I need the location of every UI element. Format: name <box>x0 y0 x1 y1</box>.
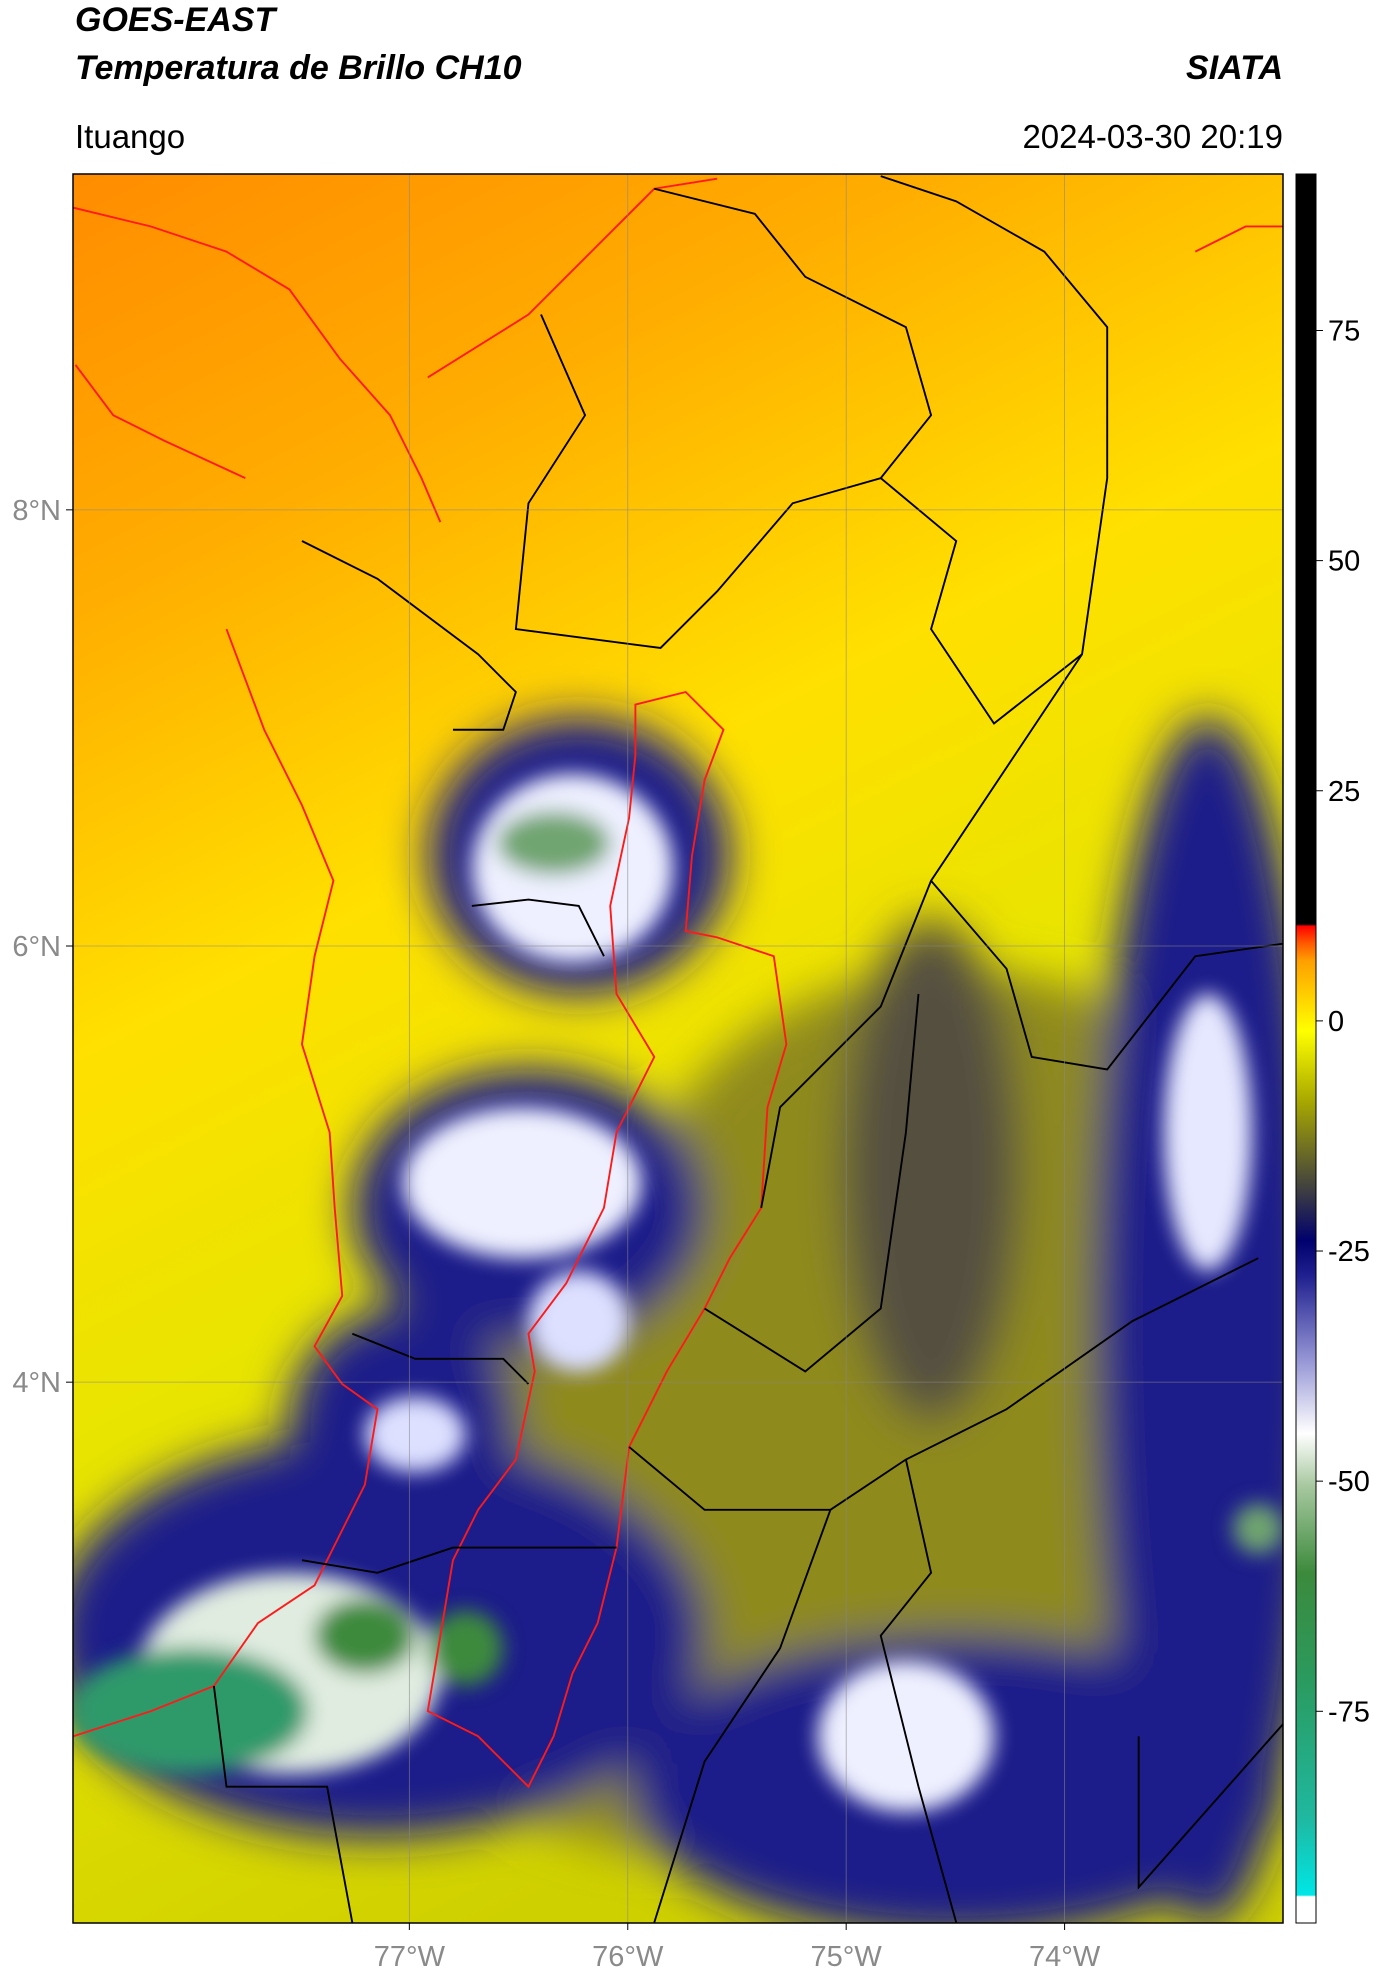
subtitle: Temperatura de Brillo CH10 <box>75 49 522 87</box>
x-tick-label: 77°W <box>374 1941 446 1973</box>
colorbar-tick-label: 50 <box>1328 546 1360 578</box>
colorbar-tick-label: -25 <box>1328 1236 1370 1268</box>
satellite-image <box>73 174 1283 1923</box>
x-tick-label: 74°W <box>1029 1941 1101 1973</box>
timestamp: 2024-03-30 20:19 <box>1022 118 1283 155</box>
location: Ituango <box>75 118 185 155</box>
grid <box>73 174 1283 1923</box>
y-tick-label: 8°N <box>12 495 61 527</box>
colorbar-tick-label: 75 <box>1328 315 1360 347</box>
colorbar <box>1295 173 1317 1924</box>
brand: SIATA <box>1186 49 1283 87</box>
map-frame <box>72 173 1284 1924</box>
x-tick-label: 75°W <box>811 1941 883 1973</box>
colorbar-tick-label: -75 <box>1328 1696 1370 1728</box>
colorbar-tick-label: 0 <box>1328 1006 1344 1038</box>
x-tick-label: 76°W <box>592 1941 664 1973</box>
colorbar-tick-label: -50 <box>1328 1466 1370 1498</box>
colorbar-tick-label: 25 <box>1328 776 1360 808</box>
title: GOES-EAST <box>75 1 278 39</box>
y-tick-label: 6°N <box>12 931 61 963</box>
y-tick-label: 4°N <box>12 1367 61 1399</box>
